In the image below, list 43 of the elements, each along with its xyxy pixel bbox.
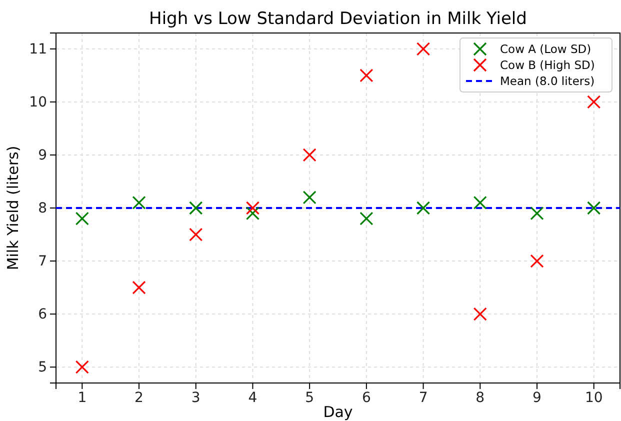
point	[530, 206, 544, 220]
point	[360, 68, 374, 82]
x-tick-label: 6	[362, 390, 371, 406]
point	[302, 190, 316, 204]
point	[189, 201, 203, 215]
legend-label: Mean (8.0 liters)	[500, 74, 595, 88]
point	[360, 212, 374, 226]
point	[75, 360, 89, 374]
x-tick-label: 8	[476, 390, 485, 406]
point	[473, 196, 487, 210]
point	[530, 254, 544, 268]
y-tick-label: 6	[38, 306, 48, 323]
x-tick-label: 4	[248, 390, 258, 406]
point	[246, 206, 260, 220]
y-tick-label: 9	[38, 147, 47, 164]
point	[302, 148, 316, 162]
legend-label: Cow B (High SD)	[500, 58, 595, 72]
y-axis-title: Milk Yield (liters)	[4, 146, 22, 270]
point	[132, 196, 146, 210]
point	[587, 95, 601, 109]
chart-title: High vs Low Standard Deviation in Milk Yield	[149, 9, 527, 29]
y-tick-label: 11	[29, 41, 47, 58]
x-tick-label: 5	[305, 390, 314, 406]
x-tick-label: 9	[532, 390, 542, 406]
point	[416, 42, 430, 56]
y-tick-label: 10	[29, 94, 47, 110]
point	[587, 201, 601, 215]
point	[132, 280, 146, 294]
x-tick-label: 2	[134, 390, 144, 406]
point	[473, 307, 487, 321]
x-tick-label: 10	[584, 390, 603, 406]
point	[246, 201, 260, 215]
x-tick-label: 1	[78, 390, 87, 406]
point	[75, 212, 89, 226]
x-tick-label: 7	[418, 390, 428, 406]
y-tick-label: 5	[38, 360, 47, 376]
legend-label: Cow A (Low SD)	[500, 42, 592, 56]
y-tick-label: 7	[38, 254, 47, 270]
point	[189, 228, 203, 242]
point	[416, 201, 430, 215]
y-tick-label: 8	[38, 200, 47, 216]
x-tick-label: 3	[191, 390, 200, 406]
x-axis-title: Day	[323, 403, 353, 421]
